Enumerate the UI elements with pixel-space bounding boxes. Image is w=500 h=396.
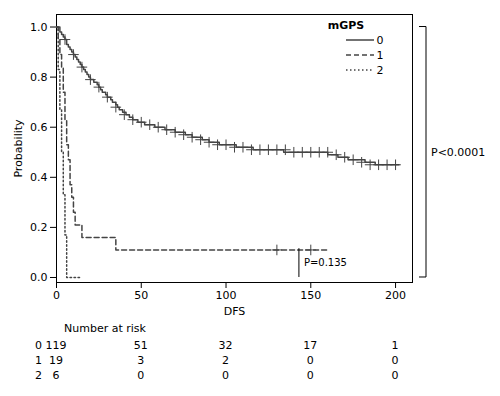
- svg-text:0: 0: [377, 34, 384, 47]
- svg-text:17: 17: [303, 339, 317, 352]
- svg-text:0: 0: [35, 339, 42, 352]
- svg-text:19: 19: [49, 354, 63, 367]
- svg-text:0.0: 0.0: [30, 271, 48, 284]
- svg-text:0: 0: [307, 369, 314, 382]
- svg-text:32: 32: [219, 339, 233, 352]
- svg-text:DFS: DFS: [224, 305, 246, 318]
- svg-text:150: 150: [300, 289, 321, 302]
- svg-text:Probability: Probability: [12, 119, 25, 178]
- svg-text:1: 1: [377, 49, 384, 62]
- svg-text:P=0.135: P=0.135: [304, 257, 347, 268]
- svg-text:0: 0: [392, 354, 399, 367]
- svg-text:0: 0: [53, 289, 60, 302]
- svg-text:50: 50: [134, 289, 148, 302]
- svg-text:100: 100: [216, 289, 237, 302]
- svg-text:0.2: 0.2: [30, 221, 48, 234]
- svg-text:200: 200: [385, 289, 406, 302]
- svg-text:0: 0: [307, 354, 314, 367]
- svg-text:P<0.0001: P<0.0001: [431, 146, 485, 159]
- svg-text:51: 51: [134, 339, 148, 352]
- svg-text:0: 0: [392, 369, 399, 382]
- svg-text:1: 1: [392, 339, 399, 352]
- svg-text:2: 2: [222, 354, 229, 367]
- svg-text:3: 3: [137, 354, 144, 367]
- svg-text:0: 0: [222, 369, 229, 382]
- svg-text:0.8: 0.8: [30, 71, 48, 84]
- svg-text:2: 2: [35, 369, 42, 382]
- svg-text:Number at risk: Number at risk: [64, 322, 147, 335]
- svg-text:0.6: 0.6: [30, 121, 48, 134]
- svg-text:1.0: 1.0: [30, 21, 48, 34]
- svg-text:0.4: 0.4: [30, 171, 48, 184]
- svg-text:6: 6: [53, 369, 60, 382]
- svg-text:1: 1: [35, 354, 42, 367]
- svg-text:0: 0: [137, 369, 144, 382]
- svg-text:2: 2: [377, 64, 384, 77]
- svg-text:mGPS: mGPS: [328, 19, 365, 32]
- svg-text:119: 119: [46, 339, 67, 352]
